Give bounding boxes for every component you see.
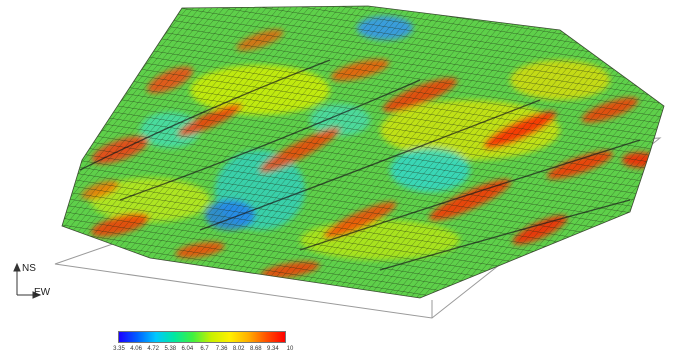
ew-axis-label: EW	[34, 287, 51, 298]
colorbar-tick-label: 8.02	[232, 346, 245, 352]
colorbar-tick-label: 6.7	[200, 346, 209, 352]
colorbar-tick-label: 3.35	[113, 346, 125, 352]
surface-outline	[61, 5, 665, 299]
colorbar-ticks: 3.35 4.06 4.72 5.38 6.04 6.7 7.36 8.02 8.68 9.34 1…	[113, 346, 295, 356]
colorbar-tick-label: 10	[286, 346, 294, 352]
colorbar-tick-label: 9.34	[267, 346, 279, 352]
colorbar-tick-label: 4.72	[147, 346, 160, 352]
colorbar-tick-label: 6.04	[181, 346, 194, 352]
colorbar-tick-label: 4.06	[130, 346, 142, 352]
colorbar	[118, 331, 286, 343]
ns-axis-label: NS	[22, 263, 36, 274]
colorbar-tick-label: 7.36	[215, 346, 228, 352]
orientation-arrows-icon	[13, 262, 42, 299]
colorbar-tick-label: 5.38	[164, 346, 177, 352]
colorbar-tick-label: 8.68	[249, 346, 262, 352]
